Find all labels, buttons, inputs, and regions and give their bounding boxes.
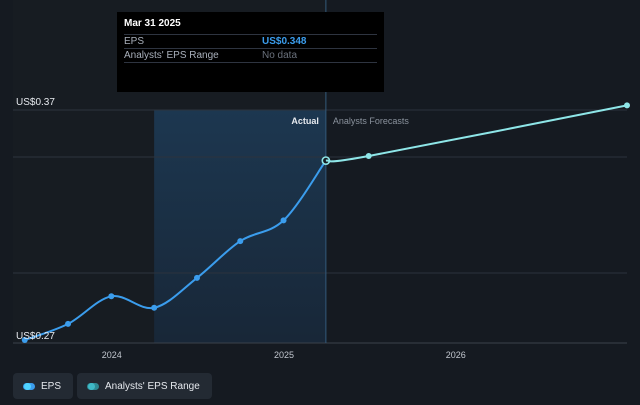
legend-eps-label: EPS <box>41 380 62 392</box>
eps-point <box>237 238 244 245</box>
highlight-region <box>154 110 326 343</box>
eps-forecast-point <box>365 153 372 159</box>
eps-point <box>21 337 28 343</box>
chart-legend: EPS Analysts' EPS Range <box>13 373 212 399</box>
eps-point <box>108 293 115 300</box>
legend-eps-button[interactable]: EPS <box>13 373 74 399</box>
y-min-label: US$0.27 <box>16 331 55 342</box>
eps-forecast-point <box>624 102 630 109</box>
x-tick-label: 2025 <box>274 350 294 360</box>
eps-point <box>151 304 158 311</box>
y-max-label: US$0.37 <box>16 97 55 108</box>
legend-range-button[interactable]: Analysts' EPS Range <box>77 373 212 399</box>
legend-range-label: Analysts' EPS Range <box>105 380 200 392</box>
eps-tooltip: Mar 31 2025 EPS US$0.348 Analysts' EPS R… <box>117 12 384 92</box>
eps-point <box>65 320 72 327</box>
eps-swatch-icon <box>23 382 35 390</box>
eps-point <box>193 274 200 281</box>
tooltip-date: Mar 31 2025 <box>124 18 181 29</box>
x-tick-label: 2024 <box>102 350 122 360</box>
tooltip-eps-row: EPS US$0.348 <box>124 34 377 48</box>
actual-label: Actual <box>291 116 319 126</box>
x-tick-label: 2026 <box>446 350 466 360</box>
eps-point <box>280 217 287 224</box>
tooltip-eps-label: EPS <box>124 36 145 47</box>
tooltip-range-row: Analysts' EPS Range No data <box>124 48 377 63</box>
tooltip-range-label: Analysts' EPS Range <box>124 50 219 61</box>
tooltip-range-value: No data <box>262 50 298 61</box>
tooltip-eps-value: US$0.348 <box>262 36 307 47</box>
eps-forecast-line <box>325 104 628 163</box>
forecast-label: Analysts Forecasts <box>333 116 410 126</box>
range-swatch-icon <box>87 382 100 390</box>
